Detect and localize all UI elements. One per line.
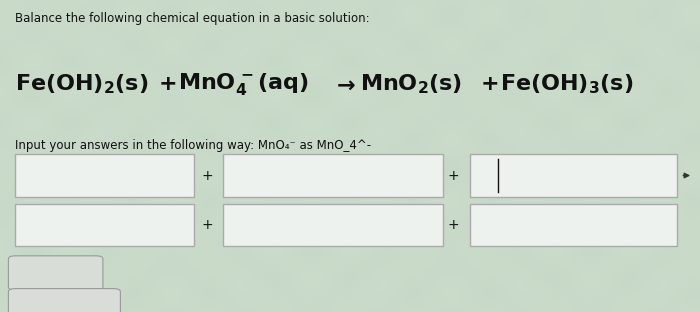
Text: Add Work: Add Work [29, 268, 83, 278]
FancyBboxPatch shape [8, 256, 103, 290]
Text: $\mathbf{+}$: $\mathbf{+}$ [480, 74, 498, 94]
Text: +: + [447, 168, 458, 183]
FancyBboxPatch shape [15, 154, 194, 197]
Text: $\mathbf{MnO_4^{\,-}(aq)}$: $\mathbf{MnO_4^{\,-}(aq)}$ [178, 71, 309, 97]
Text: Input your answers in the following way: MnO₄⁻ as MnO_4^-: Input your answers in the following way:… [15, 139, 372, 152]
Text: Balance the following chemical equation in a basic solution:: Balance the following chemical equation … [15, 12, 370, 26]
Text: $\mathbf{MnO_2(s)}$: $\mathbf{MnO_2(s)}$ [360, 72, 463, 96]
Text: +: + [202, 218, 213, 232]
FancyBboxPatch shape [8, 289, 120, 312]
FancyBboxPatch shape [223, 154, 443, 197]
FancyBboxPatch shape [223, 204, 443, 246]
Text: +: + [202, 168, 213, 183]
FancyBboxPatch shape [470, 204, 677, 246]
Text: $\mathbf{Fe(OH)_2(s)}$: $\mathbf{Fe(OH)_2(s)}$ [15, 72, 149, 96]
Text: +: + [447, 218, 458, 232]
Text: $\mathbf{Fe(OH)_3(s)}$: $\mathbf{Fe(OH)_3(s)}$ [500, 72, 634, 96]
Text: Check Answer: Check Answer [25, 301, 104, 311]
Text: $\mathbf{+}$: $\mathbf{+}$ [158, 74, 176, 94]
FancyBboxPatch shape [470, 154, 677, 197]
FancyBboxPatch shape [15, 204, 194, 246]
Text: $\mathbf{\rightarrow}$: $\mathbf{\rightarrow}$ [332, 74, 356, 94]
